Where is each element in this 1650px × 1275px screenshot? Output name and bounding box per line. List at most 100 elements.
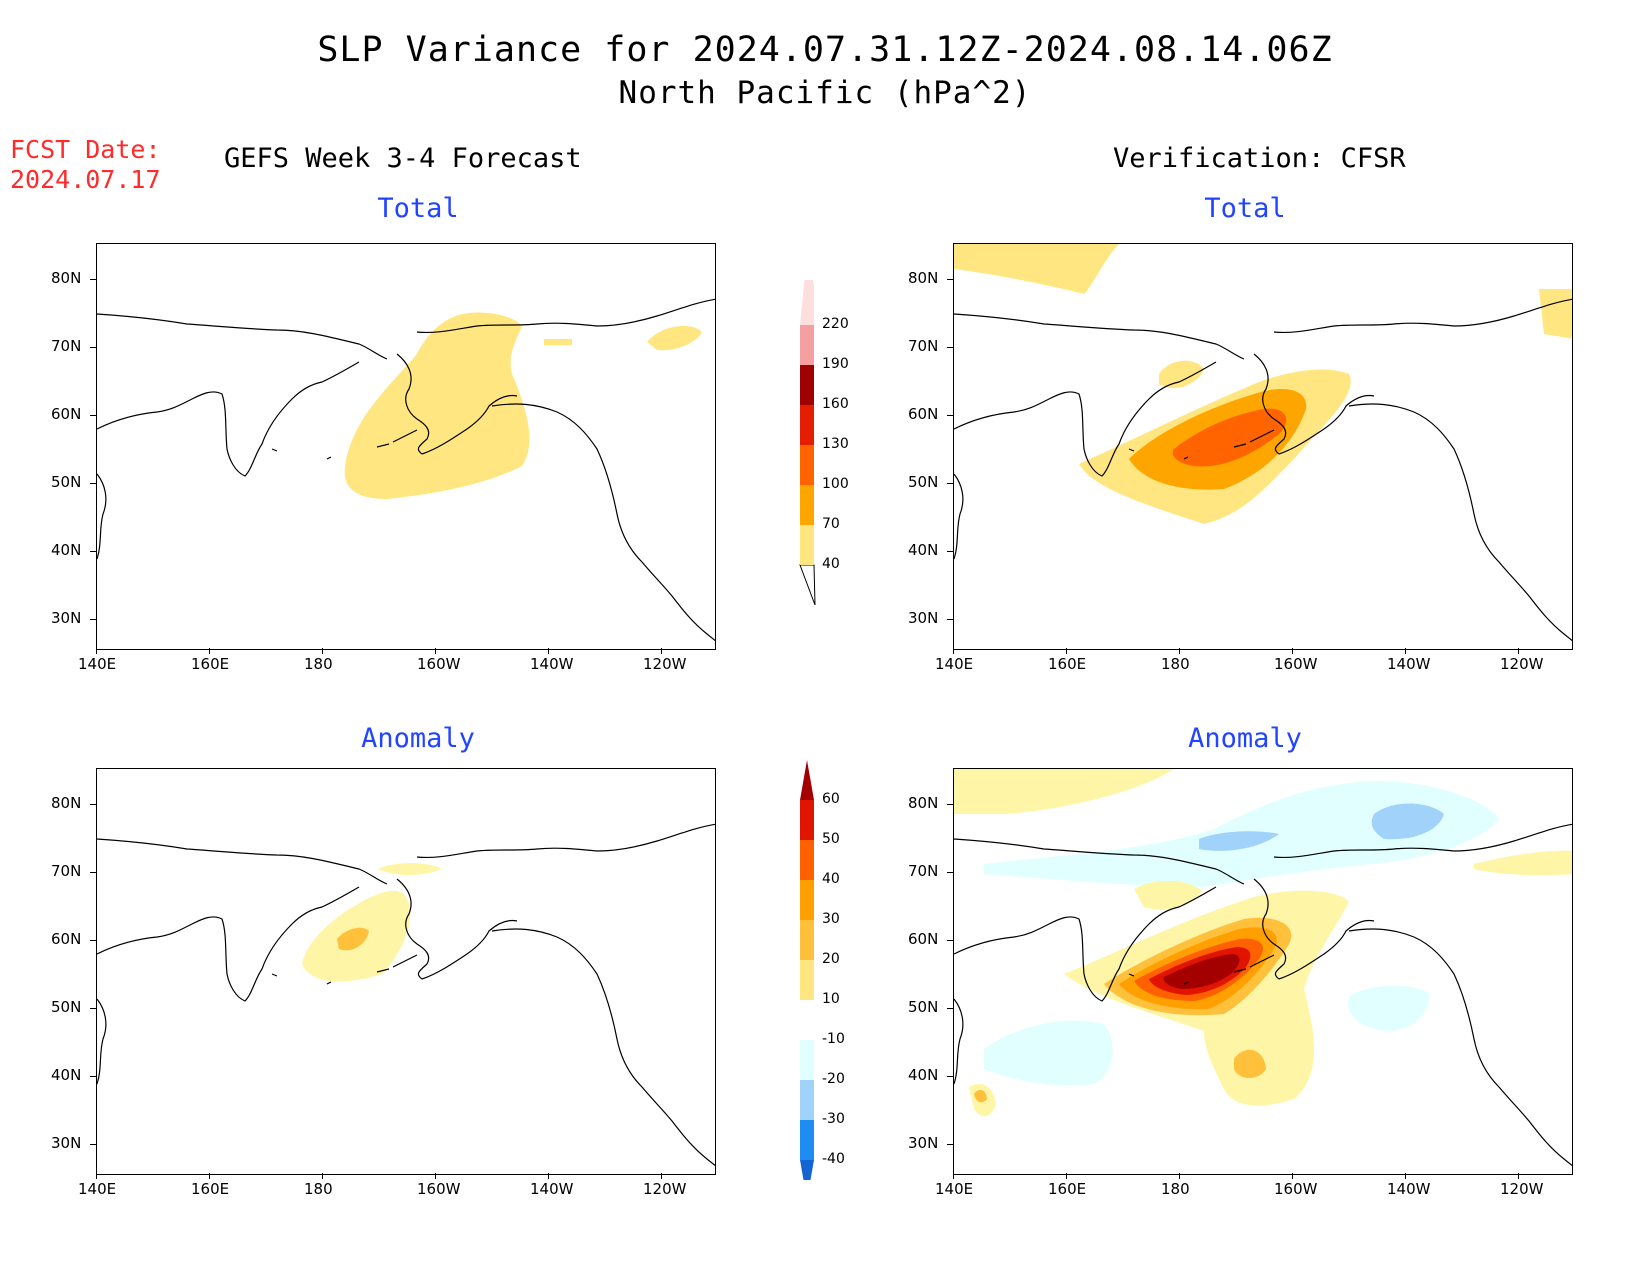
lon-tick-mark [1066,648,1067,654]
anomaly-colorbar-segment [800,1040,814,1080]
lon-tick-label: 140W [530,1180,574,1198]
lon-tick-label: 180 [304,1180,333,1198]
coastline-segment [326,981,332,985]
verification-anomaly-fill-20b [1234,1049,1266,1078]
total-colorbar-level-label: 160 [822,396,849,412]
verification-total-fill-40-top [954,244,1119,294]
coastline-segment [97,473,107,560]
anomaly-colorbar-level-label: 40 [822,871,840,887]
anomaly-colorbar-upper-tail [800,760,814,800]
lon-tick-label: 120W [1500,655,1544,673]
anomaly-colorbar-level-label: 30 [822,911,840,927]
coastline-segment [97,886,360,1002]
lat-tick-label: 70N [908,862,939,880]
coastline-segment [392,429,418,443]
lon-tick-mark [661,1173,662,1179]
lon-tick-label: 160E [1048,1180,1087,1198]
lat-tick-label: 50N [908,473,939,491]
lon-tick-label: 180 [1161,655,1190,673]
anomaly-colorbar-lower-tail [800,1160,814,1180]
total-colorbar-level-label: 190 [822,356,849,372]
lat-tick-label: 60N [908,405,939,423]
lon-tick-label: 140W [1387,655,1431,673]
forecast-date-label: FCST Date: [10,135,161,164]
total-colorbar-segment [800,405,814,445]
verification-anomaly-fill-neg20 [1371,803,1444,840]
coastline-segment [1273,298,1572,334]
coastline-segment [1249,429,1275,443]
anomaly-colorbar-level-label: -40 [822,1151,845,1167]
lon-tick-mark [209,648,210,654]
coastline-segment [1249,954,1275,968]
lat-tick-label: 60N [51,405,82,423]
lat-tick-label: 30N [51,609,82,627]
anomaly-colorbar-segment [800,840,814,880]
lat-tick-mark [947,483,953,484]
lat-tick-label: 40N [51,1066,82,1084]
lon-tick-label: 160E [1048,655,1087,673]
coastline-segment [1253,878,1287,980]
verification-total-fill-100 [1172,408,1287,467]
lon-tick-label: 160W [417,655,461,673]
lat-tick-label: 80N [908,269,939,287]
coastline-segment [954,998,964,1085]
lon-tick-mark [322,1173,323,1179]
coastline-segment [396,353,430,455]
lat-tick-mark [90,551,96,552]
total-colorbar-lower-tail [799,564,816,606]
anomaly-colorbar-level-label: 10 [822,991,840,1007]
coastline-segment [326,456,332,460]
lon-tick-label: 140E [78,1180,117,1198]
lat-tick-mark [90,347,96,348]
lat-tick-mark [90,1076,96,1077]
coastline-segment [1348,403,1572,642]
anomaly-colorbar-segment [800,800,814,840]
coastline-segment [396,878,430,980]
lat-tick-label: 30N [51,1134,82,1152]
lat-tick-label: 60N [908,930,939,948]
anomaly-colorbar-segment [800,880,814,920]
anomaly-colorbar-segment [800,1000,814,1040]
total-colorbar-segment [800,525,814,565]
coastline-segment [491,928,715,1167]
forecast-anomaly-fill-10b [377,863,442,875]
lat-tick-mark [90,619,96,620]
lon-tick-mark [1179,1173,1180,1179]
verification-total-title: Total [1204,193,1286,224]
verification-anomaly-fill-neg10b [984,1020,1113,1086]
lat-tick-label: 40N [908,1066,939,1084]
lon-tick-label: 160W [417,1180,461,1198]
anomaly-colorbar [800,760,814,1180]
lon-tick-mark [96,648,97,654]
lat-tick-mark [947,279,953,280]
coastline-segment [1233,968,1247,973]
coastline-segment [416,823,715,859]
lon-tick-label: 160W [1274,655,1318,673]
coastline-segment [1278,919,1375,980]
verification-total-map [953,243,1573,650]
lat-tick-mark [90,279,96,280]
coastline-segment [421,919,518,980]
lon-tick-label: 140W [1387,1180,1431,1198]
lat-tick-mark [947,347,953,348]
lon-tick-mark [435,1173,436,1179]
lat-tick-label: 70N [51,862,82,880]
lon-tick-mark [1518,1173,1519,1179]
total-colorbar-level-label: 40 [822,556,840,572]
lat-tick-label: 30N [908,1134,939,1152]
forecast-anomaly-fill-20 [337,927,369,951]
forecast-date-value: 2024.07.17 [10,165,161,194]
lat-tick-mark [90,804,96,805]
anomaly-colorbar-level-label: -20 [822,1071,845,1087]
coastline-segment [954,473,964,560]
coastline-segment [1253,353,1287,455]
verification-anomaly-fill-20c [974,1089,987,1103]
forecast-anomaly-title: Anomaly [361,723,475,754]
lon-tick-label: 120W [1500,1180,1544,1198]
coastline-segment [421,394,518,455]
coastline-segment [1233,443,1247,448]
coastline-segment [1128,973,1135,977]
lon-tick-label: 120W [643,1180,687,1198]
lon-tick-mark [96,1173,97,1179]
total-colorbar-level-label: 100 [822,476,849,492]
